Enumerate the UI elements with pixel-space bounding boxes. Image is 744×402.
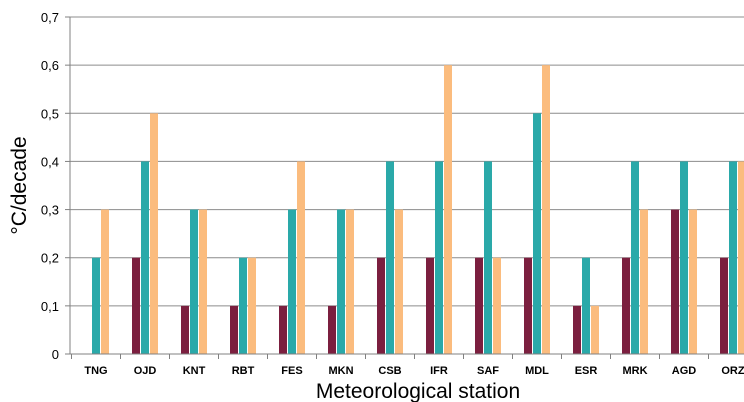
- bar-mkn-s3: [346, 209, 354, 354]
- bar-mrk-s1: [622, 257, 630, 354]
- bar-knt-s2: [190, 209, 198, 354]
- gridlines: [70, 16, 744, 307]
- x-tick-label: AGD: [672, 365, 697, 377]
- x-tick-label: RBT: [232, 365, 255, 377]
- y-axis-label: °C/decade: [8, 136, 31, 234]
- bar-agd-s2: [680, 161, 688, 354]
- x-axis-label: Meteorological station: [316, 380, 520, 402]
- x-tick-label: TNG: [84, 365, 107, 377]
- bar-csb-s1: [377, 257, 385, 354]
- bar-orz-s3: [738, 161, 744, 354]
- y-tick-label: 0,1: [41, 299, 59, 314]
- x-tick-label: ESR: [575, 365, 598, 377]
- x-tick-label: SAF: [477, 365, 499, 377]
- bar-rbt-s3: [248, 257, 256, 354]
- x-tick-label: ORZ: [721, 365, 744, 377]
- x-tick-label: MRK: [622, 365, 647, 377]
- x-tick-label: FES: [281, 365, 302, 377]
- x-tick-label: KNT: [183, 365, 206, 377]
- bar-mdl-s2: [533, 113, 541, 355]
- bar-orz-s2: [729, 161, 737, 354]
- bar-ifr-s3: [444, 65, 452, 355]
- x-axis-ticks: TNG OJD KNT RBT FES MKN CSB IFR SAF MDL ESR MRK AGD O…: [71, 354, 744, 377]
- bar-knt-s1: [181, 305, 189, 354]
- bar-mkn-s1: [328, 305, 336, 354]
- bar-tng-s3: [101, 209, 109, 354]
- bar-mrk-s3: [640, 209, 648, 354]
- x-tick-label: CSB: [378, 365, 401, 377]
- bar-csb-s3: [395, 209, 403, 354]
- bar-esr-s1: [573, 305, 581, 354]
- bar-fes-s1: [279, 305, 287, 354]
- bar-esr-s2: [582, 257, 590, 354]
- bar-fes-s3: [297, 161, 305, 354]
- y-tick-label: 0,7: [41, 10, 59, 25]
- x-tick-label: OJD: [134, 365, 157, 377]
- bar-mrk-s2: [631, 161, 639, 354]
- bar-orz-s1: [720, 257, 728, 354]
- y-tick-label: 0: [52, 347, 59, 362]
- bar-saf-s1: [475, 257, 483, 354]
- bar-csb-s2: [386, 161, 394, 354]
- y-tick-label: 0,4: [41, 154, 59, 169]
- x-tick-label: MDL: [525, 365, 549, 377]
- bar-saf-s3: [493, 257, 501, 354]
- bar-mkn-s2: [337, 209, 345, 354]
- bar-mdl-s1: [524, 257, 532, 354]
- bar-ifr-s2: [435, 161, 443, 354]
- bar-ojd-s2: [141, 161, 149, 354]
- bar-rbt-s1: [230, 305, 238, 354]
- bar-ojd-s3: [150, 113, 158, 355]
- bar-mdl-s3: [542, 65, 550, 355]
- y-tick-label: 0,5: [41, 106, 59, 121]
- bar-rbt-s2: [239, 257, 247, 354]
- x-tick-label: MKN: [328, 365, 353, 377]
- bar-ifr-s1: [426, 257, 434, 354]
- bar-tng-s2: [92, 257, 100, 354]
- bar-agd-s3: [689, 209, 697, 354]
- bar-saf-s2: [484, 161, 492, 354]
- bars: [92, 65, 744, 355]
- x-tick-label: IFR: [430, 365, 448, 377]
- bar-knt-s3: [199, 209, 207, 354]
- bar-ojd-s1: [132, 257, 140, 354]
- y-tick-label: 0,6: [41, 58, 59, 73]
- y-tick-label: 0,2: [41, 251, 59, 266]
- bar-agd-s1: [671, 209, 679, 354]
- bar-esr-s3: [591, 305, 599, 354]
- y-tick-label: 0,3: [41, 203, 59, 218]
- bar-fes-s2: [288, 209, 296, 354]
- y-axis-ticks: 0 0,1 0,2 0,3 0,4 0,5 0,6 0,7: [41, 10, 70, 362]
